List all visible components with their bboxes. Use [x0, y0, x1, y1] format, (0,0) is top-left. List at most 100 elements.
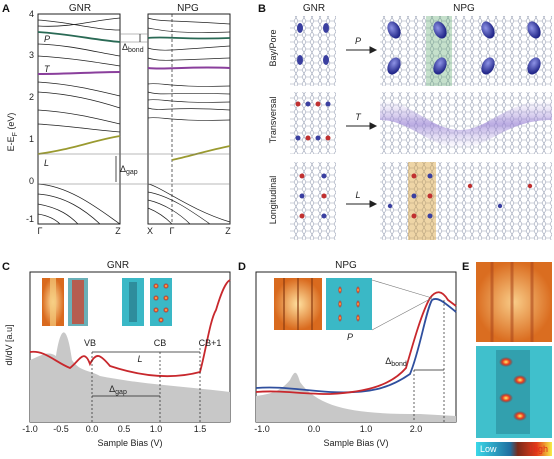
- panel-c-letter: C: [2, 261, 10, 273]
- gnr-structure-transversal: [290, 92, 336, 154]
- panel-b-arrows: [346, 46, 378, 208]
- gnr-orbital-dots: [295, 23, 331, 219]
- panel-c-x-axis-label: Sample Bias (V): [97, 438, 162, 448]
- annot-cb: CB: [154, 338, 167, 348]
- panel-c-guides: [91, 348, 201, 422]
- npg-x-tick: Z: [225, 226, 231, 236]
- svg-text:-1.0: -1.0: [254, 424, 270, 434]
- svg-text:0.0: 0.0: [308, 424, 321, 434]
- panel-c-x-ticks: -1.0 -0.5 0.0 0.5 1.0 1.5: [22, 424, 206, 434]
- svg-text:-1.0: -1.0: [22, 424, 38, 434]
- npg-structure-bay: [380, 16, 552, 86]
- panel-a: A GNR NPG E-EF (eV) 4 3 2 1 0 -1: [2, 3, 231, 236]
- npg-transversal-wave: [380, 100, 552, 148]
- npg-red-spectrum: [255, 291, 457, 395]
- panel-a-letter: A: [2, 3, 10, 15]
- y-tick: 4: [29, 9, 34, 19]
- panel-b-left-title: GNR: [303, 3, 325, 14]
- y-tick: 3: [29, 50, 34, 60]
- panel-d-letter: D: [238, 261, 246, 273]
- panel-d: D NPG P Δbond -1.0 0.0 1.: [238, 260, 457, 448]
- gnr-bands: [37, 17, 121, 225]
- panel-d-x-ticks: -1.0 0.0 1.0 2.0: [254, 424, 422, 434]
- npg-dft-inset: [326, 278, 372, 330]
- gnr-label-p: P: [44, 34, 50, 44]
- npg-bands: [147, 17, 231, 225]
- npg-x-tick: X: [147, 226, 153, 236]
- npg-bay-lobes: [387, 21, 541, 75]
- annot-bond: Δbond: [385, 356, 407, 368]
- y-tick: 2: [29, 92, 34, 102]
- gnr-band-p: [37, 31, 121, 43]
- svg-text:0.0: 0.0: [86, 424, 99, 434]
- panel-a-connectors: [38, 33, 230, 185]
- gnr-x-tick: Z: [115, 226, 121, 236]
- arrow-label-p: P: [355, 36, 361, 46]
- panel-d-title: NPG: [335, 260, 357, 271]
- svg-text:0.5: 0.5: [118, 424, 131, 434]
- panel-c-y-axis-label: dI/dV [a.u]: [4, 324, 14, 365]
- arrow-label-t: T: [355, 112, 362, 122]
- npg-longitudinal-highlight: [408, 162, 436, 240]
- annot-gap: Δgap: [109, 384, 127, 396]
- svg-text:-0.5: -0.5: [53, 424, 69, 434]
- gnr-band-frame: [37, 13, 121, 225]
- panel-a-left-title: GNR: [69, 3, 91, 14]
- row-label-longitudinal: Longitudinal: [268, 176, 278, 225]
- panel-a-right-title: NPG: [177, 3, 199, 14]
- gnr-red-spectrum: [29, 279, 231, 378]
- y-tick: -1: [26, 214, 34, 224]
- gnr-band-l: [37, 135, 121, 155]
- dft-map-hotspots: [499, 357, 527, 421]
- svg-text:1.0: 1.0: [360, 424, 373, 434]
- npg-gray-spectrum: [256, 372, 456, 422]
- row-label-transversal: Transversal: [268, 97, 278, 144]
- panel-b-right-title: NPG: [453, 3, 475, 14]
- row-label-bay-pore: Bay/Pore: [268, 29, 278, 66]
- annot-cb1: CB+1: [199, 338, 222, 348]
- gnr-structure-longitudinal: [290, 162, 336, 240]
- panel-d-guides: [413, 300, 445, 422]
- svg-text:2.0: 2.0: [410, 424, 423, 434]
- delta-gap-label: Δgap: [120, 164, 138, 176]
- y-tick: 1: [29, 134, 34, 144]
- npg-band-p: [147, 36, 231, 40]
- delta-bond-label: Δbond: [122, 42, 144, 54]
- npg-band-l: [171, 145, 231, 161]
- panel-c: C GNR dI/dV [a.u] VB CB CB+1 L: [2, 260, 231, 448]
- panel-e-letter: E: [462, 261, 469, 273]
- colorbar: [476, 442, 552, 456]
- panel-c-title: GNR: [107, 260, 129, 271]
- gnr-label-l: L: [44, 158, 49, 168]
- colorbar-low-label: Low: [480, 444, 497, 454]
- npg-structure-longitudinal: [380, 162, 552, 240]
- colorbar-high-label: High: [529, 444, 548, 454]
- panel-b: B GNR NPG Bay/Pore Transversal Longitudi…: [258, 3, 552, 240]
- npg-band-frame: [147, 13, 231, 225]
- npg-x-tick: Γ: [170, 226, 175, 236]
- gnr-dft-inset-2: [150, 278, 172, 326]
- annot-p: P: [347, 332, 353, 342]
- panel-b-letter: B: [258, 3, 266, 15]
- gnr-dft-inset-2-spots: [153, 283, 169, 323]
- annot-l: L: [137, 354, 142, 364]
- svg-text:1.0: 1.0: [150, 424, 163, 434]
- gnr-band-t: [37, 71, 121, 75]
- npg-dft-inset-spots: [338, 286, 360, 322]
- npg-blue-spectrum: [255, 298, 457, 394]
- panel-e: E Low High: [462, 261, 552, 456]
- npg-longitudinal-dots: [387, 173, 533, 219]
- gnr-structure-bay: [290, 16, 336, 86]
- npg-band-t: [147, 66, 231, 70]
- panel-d-x-axis-label: Sample Bias (V): [323, 438, 388, 448]
- gnr-gray-spectrum: [30, 332, 230, 422]
- arrow-label-l: L: [355, 190, 360, 200]
- annot-vb: VB: [84, 338, 96, 348]
- gnr-x-tick: Γ: [38, 226, 43, 236]
- svg-text:1.5: 1.5: [194, 424, 207, 434]
- panel-a-y-axis-label: E-EF (eV): [6, 113, 19, 152]
- y-tick: 0: [29, 176, 34, 186]
- panel-a-y-ticks: 4 3 2 1 0 -1: [26, 9, 34, 224]
- gnr-label-t: T: [44, 64, 51, 74]
